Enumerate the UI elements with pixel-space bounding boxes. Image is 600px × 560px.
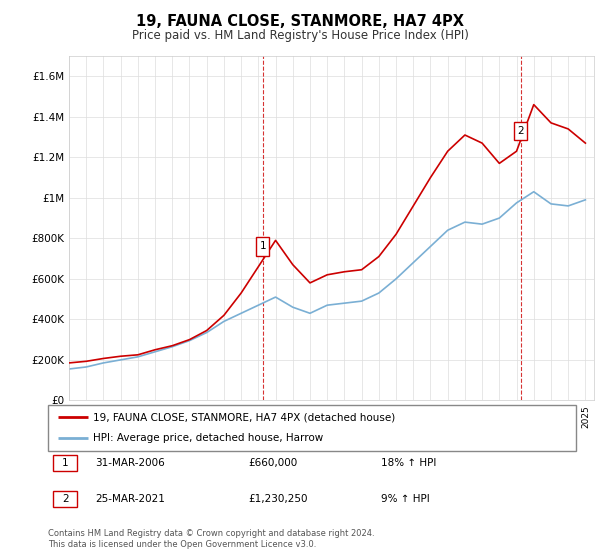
Text: Contains HM Land Registry data © Crown copyright and database right 2024.
This d: Contains HM Land Registry data © Crown c… [48, 529, 374, 549]
Text: £1,230,250: £1,230,250 [248, 494, 308, 504]
Bar [53, 491, 77, 507]
Text: 19, FAUNA CLOSE, STANMORE, HA7 4PX (detached house): 19, FAUNA CLOSE, STANMORE, HA7 4PX (deta… [93, 412, 395, 422]
Text: 1: 1 [259, 241, 266, 251]
Text: HPI: Average price, detached house, Harrow: HPI: Average price, detached house, Harr… [93, 433, 323, 444]
Text: 31-MAR-2006: 31-MAR-2006 [95, 458, 165, 468]
Bar [256, 237, 269, 255]
Text: 2: 2 [518, 126, 524, 136]
Text: £660,000: £660,000 [248, 458, 298, 468]
Text: 19, FAUNA CLOSE, STANMORE, HA7 4PX: 19, FAUNA CLOSE, STANMORE, HA7 4PX [136, 14, 464, 29]
Text: 2: 2 [62, 494, 68, 504]
Text: 1: 1 [62, 458, 68, 468]
Text: 25-MAR-2021: 25-MAR-2021 [95, 494, 166, 504]
Text: Price paid vs. HM Land Registry's House Price Index (HPI): Price paid vs. HM Land Registry's House … [131, 29, 469, 42]
Text: 9% ↑ HPI: 9% ↑ HPI [380, 494, 430, 504]
Bar [514, 122, 527, 140]
Text: 18% ↑ HPI: 18% ↑ HPI [380, 458, 436, 468]
Bar [53, 455, 77, 470]
